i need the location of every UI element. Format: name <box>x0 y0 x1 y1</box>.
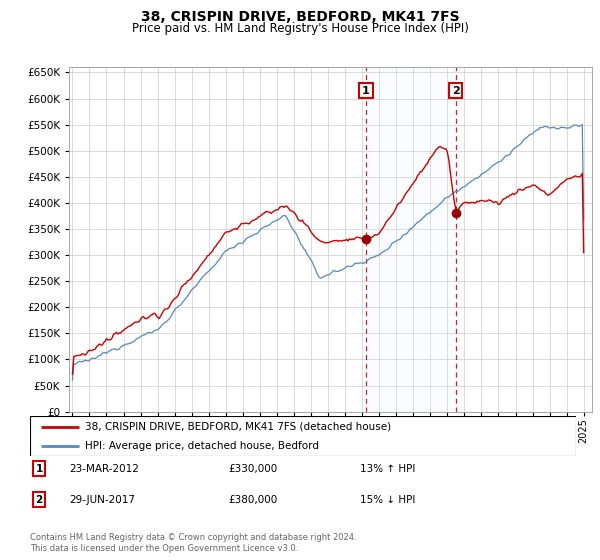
Text: 1: 1 <box>362 86 370 96</box>
Text: 38, CRISPIN DRIVE, BEDFORD, MK41 7FS (detached house): 38, CRISPIN DRIVE, BEDFORD, MK41 7FS (de… <box>85 422 391 432</box>
Bar <box>366 67 455 412</box>
Text: 23-MAR-2012: 23-MAR-2012 <box>69 464 139 474</box>
Text: 13% ↑ HPI: 13% ↑ HPI <box>360 464 415 474</box>
Text: 15% ↓ HPI: 15% ↓ HPI <box>360 494 415 505</box>
Text: Price paid vs. HM Land Registry's House Price Index (HPI): Price paid vs. HM Land Registry's House … <box>131 22 469 35</box>
Text: 29-JUN-2017: 29-JUN-2017 <box>69 494 135 505</box>
Text: Contains HM Land Registry data © Crown copyright and database right 2024.
This d: Contains HM Land Registry data © Crown c… <box>30 533 356 553</box>
Text: £330,000: £330,000 <box>228 464 277 474</box>
FancyBboxPatch shape <box>30 416 576 456</box>
Text: 2: 2 <box>452 86 460 96</box>
Text: £380,000: £380,000 <box>228 494 277 505</box>
Text: HPI: Average price, detached house, Bedford: HPI: Average price, detached house, Bedf… <box>85 441 319 450</box>
Text: 2: 2 <box>35 494 43 505</box>
Text: 1: 1 <box>35 464 43 474</box>
Text: 38, CRISPIN DRIVE, BEDFORD, MK41 7FS: 38, CRISPIN DRIVE, BEDFORD, MK41 7FS <box>140 10 460 24</box>
